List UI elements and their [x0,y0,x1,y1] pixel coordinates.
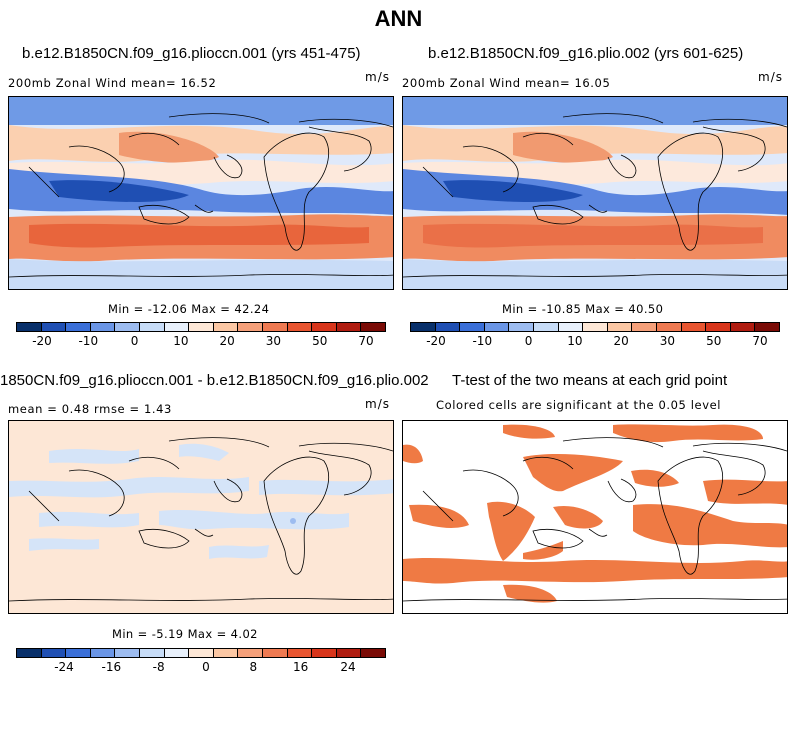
colorbar-tick-label: 24 [340,660,356,674]
colorbar-swatch [213,323,239,331]
panel3-min-max: Min = -5.19 Max = 4.02 [112,627,258,641]
colorbar-swatch [435,323,461,331]
panel3-map [8,420,394,614]
colorbar-swatch [17,323,42,331]
colorbar-tick-label: -10 [78,334,99,348]
panel2-case-title: b.e12.B1850CN.f09_g16.plio.002 (yrs 601-… [428,45,744,62]
colorbar-tick-label: -16 [101,660,122,674]
panel1-case-title: b.e12.B1850CN.f09_g16.plioccn.001 (yrs 4… [22,45,361,62]
colorbar-tick-label: -8 [152,660,165,674]
colorbar-tick-label: 10 [567,334,583,348]
colorbar-swatch [509,323,534,331]
colorbar-tick-label: 8 [249,660,258,674]
colorbar-tick-label: 0 [130,334,139,348]
panel2-units: m/s [758,70,783,84]
colorbar-swatch [17,649,42,657]
panel1-min-max: Min = -12.06 Max = 42.24 [108,302,270,316]
colorbar-swatch [336,323,362,331]
panel2-map [402,96,788,290]
colorbar-swatch [755,323,779,331]
colorbar-swatch [90,323,116,331]
panel4-significance-field [403,421,787,613]
panel2-wind-field [403,97,787,289]
colorbar-swatch [90,649,116,657]
colorbar-swatch [533,323,559,331]
colorbar-tick-label: 70 [358,334,374,348]
colorbar-swatch [189,323,214,331]
panel3-case-title: 1850CN.f09_g16.plioccn.001 - b.e12.B1850… [0,372,429,389]
panel2-variable-mean: 200mb Zonal Wind mean= 16.05 [402,76,611,90]
colorbar-swatch [139,649,165,657]
colorbar-tick-label: -20 [32,334,52,348]
panel4-title: T-test of the two means at each grid poi… [452,372,728,389]
panel3-difference-field [9,421,393,613]
panel1-units: m/s [365,70,390,84]
colorbar-swatch [66,649,91,657]
panel2-min-max: Min = -10.85 Max = 40.50 [502,302,664,316]
panel1-variable-mean: 200mb Zonal Wind mean= 16.52 [8,76,217,90]
colorbar-swatch [287,323,313,331]
colorbar-swatch [139,323,165,331]
colorbar-tick-label: -10 [472,334,493,348]
colorbar-tick-label: 30 [659,334,676,348]
panel4-map [402,420,788,614]
colorbar-tick-label: 20 [613,334,629,348]
colorbar-swatch [262,649,288,657]
colorbar-swatch [681,323,707,331]
panel1-wind-field [9,97,393,289]
colorbar-swatch [607,323,633,331]
colorbar-swatch [361,649,385,657]
colorbar-swatch [213,649,239,657]
panel3-colorbar [16,648,386,658]
colorbar-swatch [583,323,608,331]
colorbar-swatch [164,649,190,657]
colorbar-tick-label: 0 [524,334,533,348]
colorbar-tick-label: 20 [219,334,235,348]
colorbar-swatch [706,323,731,331]
colorbar-swatch [632,323,657,331]
colorbar-swatch [287,649,313,657]
colorbar-tick-label: 70 [752,334,768,348]
colorbar-swatch [262,323,288,331]
colorbar-swatch [238,649,263,657]
colorbar-swatch [312,323,337,331]
colorbar-swatch [656,323,682,331]
colorbar-swatch [66,323,91,331]
colorbar-swatch [312,649,337,657]
panel3-units: m/s [365,397,390,411]
colorbar-swatch [164,323,190,331]
colorbar-tick-label: -24 [54,660,74,674]
colorbar-swatch [115,323,140,331]
colorbar-tick-label: 50 [706,334,722,348]
colorbar-swatch [41,649,67,657]
colorbar-swatch [41,323,67,331]
colorbar-swatch [361,323,385,331]
colorbar-swatch [730,323,756,331]
colorbar-tick-label: 30 [265,334,282,348]
panel1-colorbar [16,322,386,332]
colorbar-swatch [238,323,263,331]
colorbar-swatch [336,649,362,657]
colorbar-swatch [460,323,485,331]
colorbar-tick-label: 16 [293,660,309,674]
colorbar-swatch [411,323,436,331]
colorbar-tick-label: -20 [426,334,446,348]
figure-title: ANN [374,6,423,31]
panel2-colorbar [410,322,780,332]
colorbar-tick-label: 0 [202,660,210,674]
colorbar-swatch [189,649,214,657]
colorbar-swatch [115,649,140,657]
colorbar-tick-label: 50 [312,334,328,348]
panel1-map [8,96,394,290]
colorbar-swatch [558,323,584,331]
panel3-mean-rmse: mean = 0.48 rmse = 1.43 [8,402,172,416]
panel4-subtitle: Colored cells are significant at the 0.0… [436,398,722,412]
colorbar-tick-label: 10 [173,334,189,348]
colorbar-swatch [484,323,510,331]
